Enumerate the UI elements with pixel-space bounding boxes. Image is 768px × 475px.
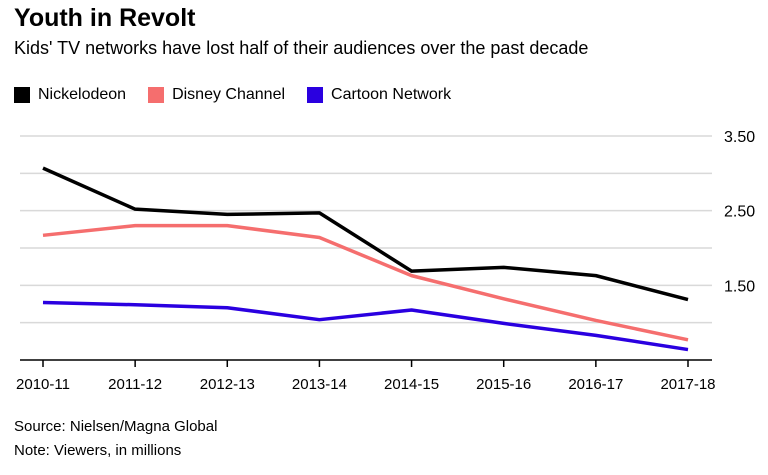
legend-item: Nickelodeon — [14, 86, 126, 104]
x-tick-label: 2017-18 — [660, 376, 715, 393]
chart-subtitle: Kids' TV networks have lost half of thei… — [14, 38, 589, 58]
x-tick-label: 2013-14 — [292, 376, 347, 393]
x-tick-label: 2015-16 — [476, 376, 531, 393]
legend-label: Disney Channel — [172, 86, 286, 103]
series-line-nickelodeon — [42, 166, 689, 302]
legend-label: Cartoon Network — [331, 86, 452, 103]
x-tick-label: 2016-17 — [568, 376, 623, 393]
legend-swatch — [307, 87, 324, 103]
legend-swatch — [14, 87, 30, 103]
x-tick-label: 2010-11 — [16, 376, 70, 393]
series-line-disney-channel — [42, 223, 689, 342]
legend-swatch — [148, 87, 165, 103]
x-tick-label: 2012-13 — [200, 376, 255, 393]
legend: Nickelodeon Disney Channel Cartoon Network — [14, 86, 451, 104]
legend-label: Nickelodeon — [38, 86, 127, 103]
y-tick-label: 1.50 — [724, 278, 755, 295]
x-tick-label: 2014-15 — [384, 376, 439, 393]
x-tick-label: 2011-12 — [108, 376, 162, 393]
y-tick-label: 2.50 — [724, 204, 755, 221]
chart-title: Youth in Revolt — [14, 4, 196, 32]
legend-item: Cartoon Network — [307, 86, 451, 104]
source-note: Source: Nielsen/Magna Global — [14, 418, 218, 435]
legend-item: Disney Channel — [148, 86, 285, 104]
y-tick-label: 3.50 — [724, 129, 755, 146]
units-note: Note: Viewers, in millions — [14, 442, 182, 459]
series-line-cartoon-network — [42, 300, 689, 352]
